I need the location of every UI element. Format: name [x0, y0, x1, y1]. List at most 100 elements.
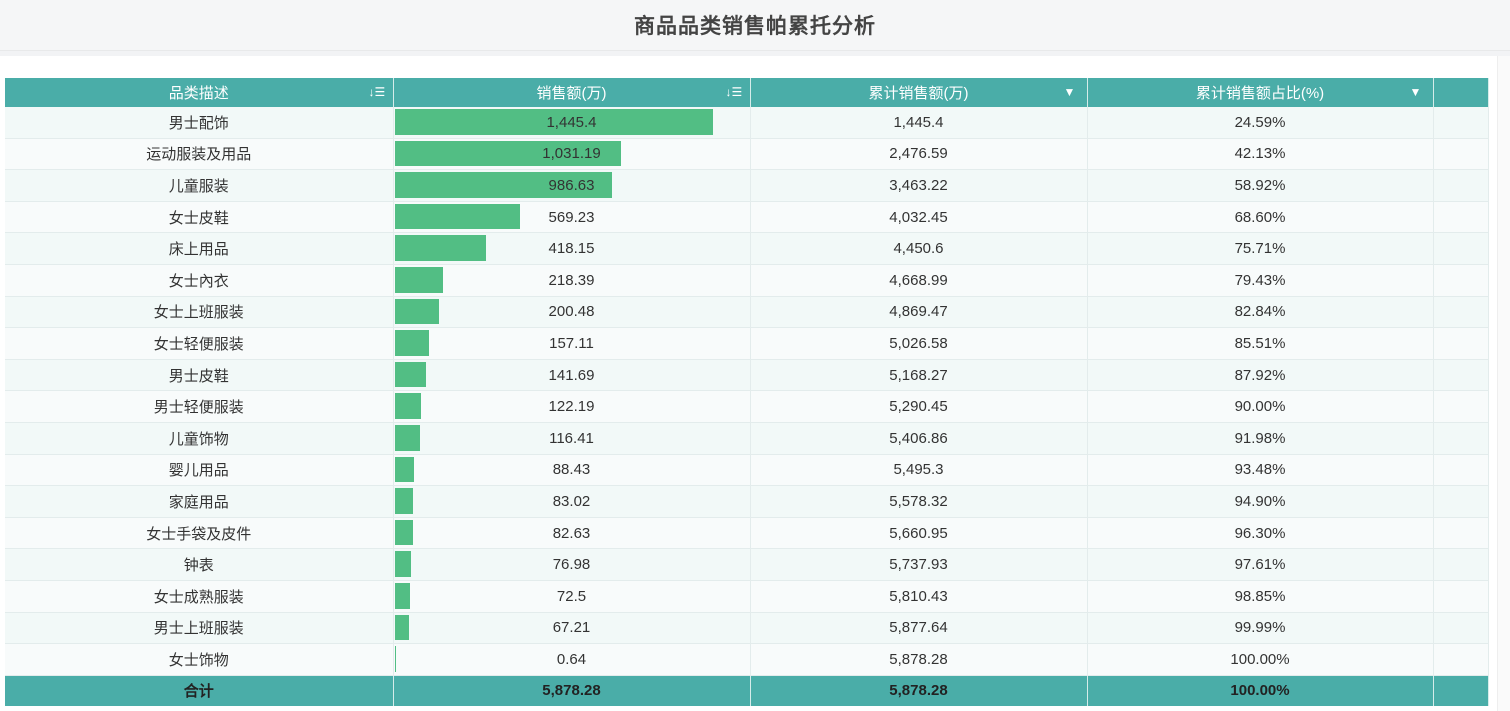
table-row[interactable]: 儿童服装 986.63 3,463.22 58.92%	[5, 169, 1489, 202]
table-row[interactable]: 女士饰物 0.64 5,878.28 100.00%	[5, 643, 1489, 676]
dropdown-caret-icon[interactable]: ▼	[1409, 85, 1422, 99]
sales-bar	[394, 330, 430, 356]
total-pct: 100.00%	[1087, 675, 1434, 706]
cell-category: 床上用品	[5, 232, 394, 265]
sales-value: 200.48	[548, 303, 595, 321]
cell-sales: 88.43	[393, 454, 751, 487]
table-row[interactable]: 男士皮鞋 141.69 5,168.27 87.92%	[5, 359, 1489, 392]
cell-cumulative: 5,495.3	[750, 454, 1088, 487]
cell-cumulative: 4,032.45	[750, 201, 1088, 234]
cell-cumulative: 3,463.22	[750, 169, 1088, 202]
cell-cumulative: 5,026.58	[750, 327, 1088, 360]
table-row[interactable]: 男士轻便服装 122.19 5,290.45 90.00%	[5, 390, 1489, 423]
table-row[interactable]: 女士轻便服装 157.11 5,026.58 85.51%	[5, 327, 1489, 360]
cell-category: 女士皮鞋	[5, 201, 394, 234]
sales-value: 83.02	[552, 492, 591, 510]
sales-bar	[394, 551, 412, 577]
sort-desc-icon[interactable]: ↓☰	[725, 85, 743, 99]
cell-empty	[1433, 264, 1489, 297]
cell-category: 男士轻便服装	[5, 390, 394, 423]
cell-empty	[1433, 201, 1489, 234]
cell-category: 女士饰物	[5, 643, 394, 676]
cell-empty	[1433, 327, 1489, 360]
table-row[interactable]: 女士上班服装 200.48 4,869.47 82.84%	[5, 296, 1489, 329]
table-row[interactable]: 运动服装及用品 1,031.19 2,476.59 42.13%	[5, 138, 1489, 171]
cell-empty	[1433, 643, 1489, 676]
sales-bar	[394, 361, 426, 388]
table-row[interactable]: 女士手袋及皮件 82.63 5,660.95 96.30%	[5, 517, 1489, 550]
cell-category: 女士手袋及皮件	[5, 517, 394, 550]
cell-category: 儿童服装	[5, 169, 394, 202]
sales-bar	[394, 424, 421, 451]
total-sales: 5,878.28	[393, 675, 751, 706]
dropdown-caret-icon[interactable]: ▼	[1063, 85, 1076, 99]
cell-cumulative: 5,406.86	[750, 422, 1088, 455]
column-header-category[interactable]: 品类描述 ↓☰	[5, 78, 394, 107]
sales-value: 88.43	[552, 461, 591, 479]
cell-cumulative: 5,877.64	[750, 612, 1088, 645]
column-header-cumulative-pct[interactable]: 累计销售额占比(%) ▼	[1087, 78, 1434, 107]
sales-value: 122.19	[548, 398, 595, 416]
cell-empty	[1433, 612, 1489, 645]
sales-value: 0.64	[556, 650, 587, 668]
cell-category: 女士轻便服装	[5, 327, 394, 360]
cell-category: 男士皮鞋	[5, 359, 394, 392]
table-row[interactable]: 床上用品 418.15 4,450.6 75.71%	[5, 232, 1489, 265]
table-row[interactable]: 男士上班服装 67.21 5,877.64 99.99%	[5, 612, 1489, 645]
cell-cumulative: 5,578.32	[750, 485, 1088, 518]
table-row[interactable]: 婴儿用品 88.43 5,495.3 93.48%	[5, 454, 1489, 487]
cell-cumulative-pct: 94.90%	[1087, 485, 1434, 518]
cell-category: 男士上班服装	[5, 612, 394, 645]
cell-cumulative-pct: 82.84%	[1087, 296, 1434, 329]
table-row[interactable]: 女士內衣 218.39 4,668.99 79.43%	[5, 264, 1489, 297]
total-label: 合计	[5, 675, 394, 706]
column-header-empty	[1433, 78, 1489, 107]
cell-cumulative: 5,290.45	[750, 390, 1088, 423]
title-bar: 商品品类销售帕累托分析	[0, 0, 1510, 51]
total-cumulative: 5,878.28	[750, 675, 1088, 706]
table-row[interactable]: 儿童饰物 116.41 5,406.86 91.98%	[5, 422, 1489, 455]
cell-cumulative-pct: 90.00%	[1087, 390, 1434, 423]
sales-value: 1,031.19	[542, 145, 601, 163]
cell-cumulative-pct: 42.13%	[1087, 138, 1434, 171]
cell-sales: 1,031.19	[393, 138, 751, 171]
table-panel: 品类描述 ↓☰ 销售额(万) ↓☰ 累计销售额(万) ▼ 累计销售额占比(%) …	[0, 56, 1510, 711]
column-header-sales[interactable]: 销售额(万) ↓☰	[393, 78, 751, 107]
table-row[interactable]: 家庭用品 83.02 5,578.32 94.90%	[5, 485, 1489, 518]
column-header-label: 累计销售额占比(%)	[1195, 85, 1325, 102]
cell-sales: 1,445.4	[393, 107, 751, 139]
cell-sales: 67.21	[393, 612, 751, 645]
sales-bar	[394, 203, 520, 230]
cell-empty	[1433, 169, 1489, 202]
cell-sales: 116.41	[393, 422, 751, 455]
table-row[interactable]: 钟表 76.98 5,737.93 97.61%	[5, 548, 1489, 581]
sales-value: 157.11	[549, 334, 594, 352]
cell-cumulative-pct: 97.61%	[1087, 548, 1434, 581]
cell-cumulative-pct: 99.99%	[1087, 612, 1434, 645]
total-empty	[1433, 675, 1489, 706]
cell-cumulative: 5,737.93	[750, 548, 1088, 581]
sales-bar	[394, 235, 487, 261]
cell-sales: 569.23	[393, 201, 751, 234]
sales-bar	[394, 298, 439, 325]
sales-value: 116.41	[549, 429, 594, 447]
cell-empty	[1433, 359, 1489, 392]
cell-cumulative: 5,878.28	[750, 643, 1088, 676]
column-header-cumulative[interactable]: 累计销售额(万) ▼	[750, 78, 1088, 107]
cell-cumulative: 4,450.6	[750, 232, 1088, 265]
table-row[interactable]: 女士成熟服装 72.5 5,810.43 98.85%	[5, 580, 1489, 613]
cell-sales: 72.5	[393, 580, 751, 613]
sort-desc-icon[interactable]: ↓☰	[368, 85, 386, 99]
cell-sales: 122.19	[393, 390, 751, 423]
cell-cumulative-pct: 85.51%	[1087, 327, 1434, 360]
cell-cumulative-pct: 100.00%	[1087, 643, 1434, 676]
page-title: 商品品类销售帕累托分析	[634, 15, 876, 38]
cell-empty	[1433, 548, 1489, 581]
cell-cumulative-pct: 96.30%	[1087, 517, 1434, 550]
sales-value: 218.39	[548, 271, 595, 289]
table-row[interactable]: 女士皮鞋 569.23 4,032.45 68.60%	[5, 201, 1489, 234]
table-row[interactable]: 男士配饰 1,445.4 1,445.4 24.59%	[5, 107, 1489, 139]
sales-value: 141.69	[548, 366, 595, 384]
panel-scroll-edge	[1497, 56, 1510, 711]
cell-empty	[1433, 296, 1489, 329]
